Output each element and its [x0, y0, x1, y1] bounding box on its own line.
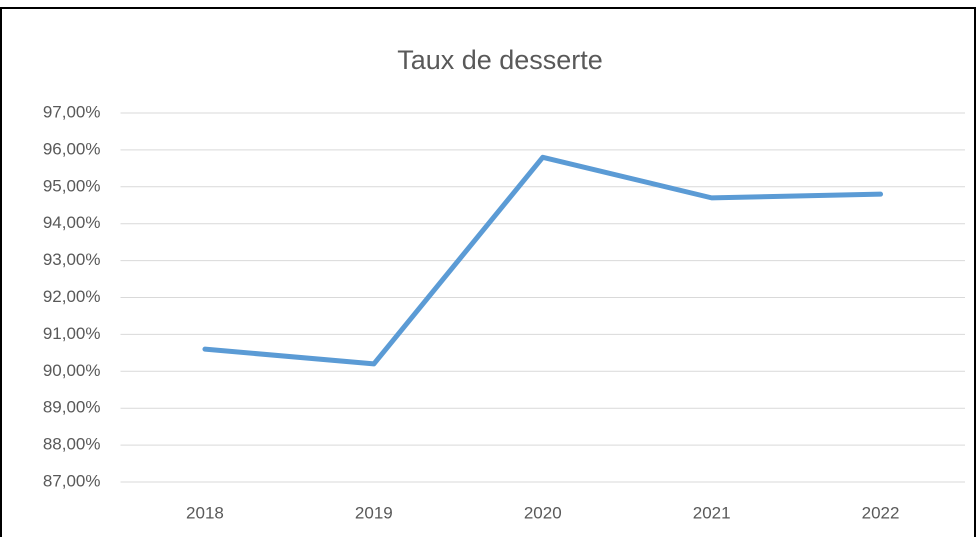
y-tick-label: 91,00%: [43, 324, 101, 343]
x-tick-label: 2020: [524, 503, 562, 522]
y-tick-label: 90,00%: [43, 361, 101, 380]
y-tick-label: 93,00%: [43, 250, 101, 269]
y-tick-label: 87,00%: [43, 471, 101, 490]
data-line: [202, 154, 884, 367]
y-tick-label: 97,00%: [43, 102, 101, 121]
y-tick-label: 92,00%: [43, 287, 101, 306]
x-tick-label: 2021: [693, 503, 731, 522]
y-tick-label: 96,00%: [43, 139, 101, 158]
x-tick-label: 2018: [186, 503, 224, 522]
chart-border: [0, 7, 976, 537]
y-tick-label: 88,00%: [43, 435, 101, 454]
y-tick-label: 95,00%: [43, 176, 101, 195]
y-tick-label: 94,00%: [43, 213, 101, 232]
y-tick-label: 89,00%: [43, 398, 101, 417]
x-tick-label: 2019: [355, 503, 393, 522]
x-tick-label: 2022: [862, 503, 900, 522]
chart-title: Taux de desserte: [397, 45, 603, 75]
